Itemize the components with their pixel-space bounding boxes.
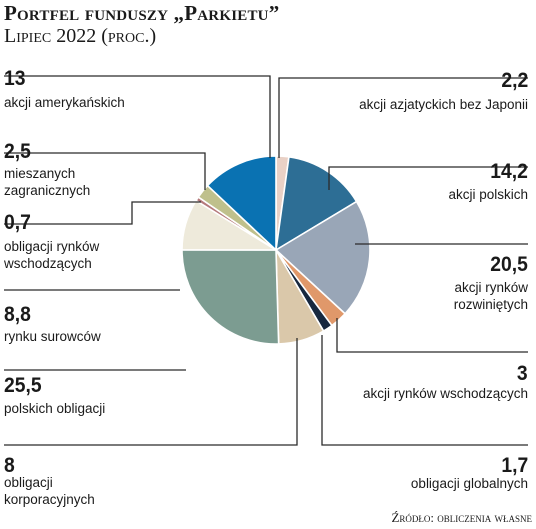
slice-value-mieszanych-zagranicznych: 2,5 bbox=[4, 140, 31, 163]
slice-value-akcji-polskich: 14,2 bbox=[490, 160, 528, 183]
slice-label-obligacji-korporacyjnych: obligacji korporacyjnych bbox=[4, 475, 95, 507]
slice-label-akcji-rynkow-wschodzacych: akcji rynków wschodzących bbox=[362, 386, 528, 401]
source-note: Źródło: obliczenia własne bbox=[391, 510, 532, 525]
leader-line-akcji-azjatyckich-bez-japonii bbox=[278, 77, 528, 158]
slice-value-akcji-rynkow-rozwinietych: 20,5 bbox=[490, 253, 528, 276]
leader-line-akcji-rynkow-wschodzacych bbox=[336, 318, 528, 353]
leader-line-akcji-amerykanskich bbox=[4, 75, 271, 158]
pie-slice-akcji-rynkow-rozwinietych bbox=[275, 200, 371, 315]
slice-value-obligacji-rynkow-wschodzacych: 0,7 bbox=[4, 211, 31, 234]
slice-value-rynku-surowcow: 8,8 bbox=[4, 303, 31, 326]
leader-line-obligacji-globalnych bbox=[321, 335, 528, 446]
pie-slice-akcji-polskich bbox=[275, 156, 358, 251]
slice-label-akcji-polskich: akcji polskich bbox=[448, 187, 528, 202]
leader-line-akcji-polskich bbox=[328, 166, 528, 190]
slice-value-obligacji-korporacyjnych: 8 bbox=[4, 454, 15, 477]
slice-value-akcji-amerykanskich: 13 bbox=[4, 67, 26, 90]
leader-lines bbox=[4, 75, 528, 446]
slice-label-akcji-amerykanskich: akcji amerykańskich bbox=[4, 95, 125, 110]
slice-label-mieszanych-zagranicznych: mieszanych zagranicznych bbox=[4, 166, 91, 198]
leader-line-obligacji-korporacyjnych bbox=[4, 338, 298, 446]
slice-value-polskich-obligacji: 25,5 bbox=[4, 374, 42, 397]
chart-title: Portfel funduszy „Parkietu” bbox=[4, 1, 280, 25]
slice-value-obligacji-globalnych: 1,7 bbox=[501, 454, 528, 477]
pie-slices bbox=[181, 155, 371, 345]
chart-subtitle: Lipiec 2022 (proc.) bbox=[4, 25, 157, 47]
pie-slice-akcji-amerykanskich bbox=[206, 155, 277, 251]
slice-label-rynku-surowcow: rynku surowców bbox=[4, 329, 101, 344]
slice-label-obligacji-globalnych: obligacji globalnych bbox=[410, 476, 528, 491]
slice-label-obligacji-rynkow-wschodzacych: obligacji rynków wschodzących bbox=[4, 239, 100, 271]
slice-value-akcji-rynkow-wschodzacych: 3 bbox=[517, 362, 528, 385]
leader-line-obligacji-rynkow-wschodzacych bbox=[4, 201, 201, 225]
slice-label-akcji-azjatyckich-bez-japonii: akcji azjatyckich bez Japonii bbox=[359, 97, 528, 112]
leader-line-mieszanych-zagranicznych bbox=[4, 152, 206, 190]
pie-slice-polskich-obligacji bbox=[181, 249, 280, 345]
slice-label-akcji-rynkow-rozwinietych: akcji rynków rozwiniętych bbox=[453, 280, 528, 312]
slice-value-akcji-azjatyckich-bez-japonii: 2,2 bbox=[501, 69, 528, 92]
slice-label-polskich-obligacji: polskich obligacji bbox=[4, 401, 106, 416]
